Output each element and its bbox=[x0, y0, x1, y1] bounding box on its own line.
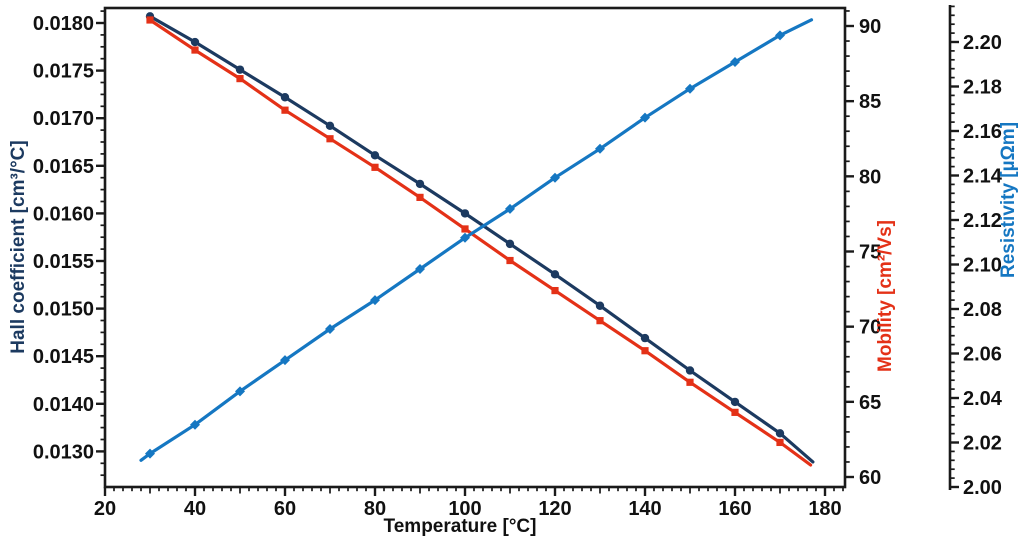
hall-axis-tick-label: 0.0150 bbox=[33, 299, 94, 321]
resistivity-axis-title: Resistivity [µΩm] bbox=[998, 121, 1019, 279]
mobility-axis-tick-label: 80 bbox=[859, 166, 881, 188]
mobility-axis-tick-label: 75 bbox=[859, 241, 881, 263]
hall-axis-tick-label: 0.0160 bbox=[33, 203, 94, 225]
series-marker-hall bbox=[550, 270, 560, 279]
series-marker-mobility bbox=[506, 256, 514, 265]
series-marker-hall bbox=[370, 151, 380, 160]
series-marker-resistivity bbox=[730, 57, 740, 68]
series-marker-mobility bbox=[776, 438, 784, 447]
series-marker-hall bbox=[505, 239, 515, 249]
series-marker-hall bbox=[640, 333, 650, 343]
mobility-axis-tick-label: 85 bbox=[859, 91, 881, 113]
series-marker-resistivity bbox=[325, 324, 335, 335]
series-marker-mobility bbox=[146, 16, 154, 24]
series-marker-hall bbox=[460, 209, 470, 218]
series-marker-mobility bbox=[416, 193, 424, 201]
series-marker-resistivity bbox=[685, 83, 695, 94]
hall-axis-tick-label: 0.0155 bbox=[33, 251, 94, 273]
x-axis-tick-label: 80 bbox=[364, 498, 386, 520]
mobility-axis-tick-label: 90 bbox=[859, 16, 881, 38]
x-axis-tick-label: 60 bbox=[274, 498, 296, 520]
x-axis-title: Temperature [°C] bbox=[383, 516, 537, 537]
resistivity-axis-tick-label: 2.02 bbox=[963, 433, 1002, 455]
series-marker-resistivity bbox=[460, 232, 470, 243]
hall-axis-tick-label: 0.0165 bbox=[33, 156, 94, 178]
hall-axis-tick-label: 0.0170 bbox=[33, 108, 94, 130]
plot-border bbox=[103, 6, 847, 489]
resistivity-axis-tick-label: 2.20 bbox=[963, 32, 1002, 54]
series-marker-mobility bbox=[641, 347, 649, 355]
series-marker-resistivity bbox=[505, 203, 515, 214]
series-line-hall bbox=[148, 14, 815, 464]
resistivity-axis-tick-label: 2.14 bbox=[963, 166, 1003, 188]
resistivity-axis-tick-label: 2.10 bbox=[963, 255, 1002, 277]
mobility-axis-tick-label: 65 bbox=[859, 392, 881, 414]
x-axis-tick-label: 40 bbox=[184, 498, 206, 520]
mobility-axis-tick-label: 70 bbox=[859, 317, 881, 339]
series-marker-resistivity bbox=[370, 295, 380, 306]
resistivity-axis-tick-label: 2.00 bbox=[963, 477, 1002, 499]
series-marker-resistivity bbox=[190, 419, 200, 430]
resistivity-axis-tick-label: 2.18 bbox=[963, 77, 1002, 99]
x-axis-tick-label: 160 bbox=[718, 498, 751, 520]
series-marker-resistivity bbox=[280, 355, 290, 366]
series-marker-mobility bbox=[326, 135, 334, 143]
series-marker-hall bbox=[280, 93, 290, 102]
mobility-axis-title: Mobility [cm²/Vs] bbox=[875, 219, 896, 373]
series-marker-resistivity bbox=[595, 143, 605, 154]
series-marker-hall bbox=[190, 37, 200, 47]
hall-axis-tick-label: 0.0175 bbox=[33, 61, 94, 83]
hall-axis-title: Hall coefficient [cm³/°C] bbox=[8, 140, 29, 354]
series-marker-mobility bbox=[281, 106, 289, 114]
series-marker-resistivity bbox=[640, 112, 650, 123]
series-marker-resistivity bbox=[145, 448, 155, 459]
series-marker-mobility bbox=[191, 46, 199, 54]
series-marker-hall bbox=[685, 366, 695, 375]
x-axis-tick-label: 180 bbox=[808, 498, 841, 520]
resistivity-axis-tick-label: 2.16 bbox=[963, 121, 1002, 143]
series-marker-mobility bbox=[686, 378, 694, 386]
series-marker-hall bbox=[325, 121, 335, 131]
series-marker-hall bbox=[775, 429, 785, 438]
resistivity-axis-tick-label: 2.04 bbox=[963, 388, 1003, 410]
series-marker-hall bbox=[415, 179, 425, 189]
resistivity-axis-tick-label: 2.08 bbox=[963, 299, 1002, 321]
x-axis-tick-label: 20 bbox=[94, 498, 116, 520]
series-marker-mobility bbox=[461, 225, 469, 233]
series-marker-resistivity bbox=[775, 30, 785, 41]
series-marker-resistivity bbox=[235, 386, 245, 397]
series-marker-hall bbox=[235, 65, 245, 74]
series-line-mobility bbox=[148, 18, 813, 467]
resistivity-axis-tick-label: 2.06 bbox=[963, 344, 1002, 366]
series-marker-mobility bbox=[371, 163, 379, 171]
series-marker-hall bbox=[595, 301, 605, 310]
x-axis-tick-label: 140 bbox=[628, 498, 661, 520]
series-marker-mobility bbox=[236, 75, 244, 83]
hall-axis-tick-label: 0.0180 bbox=[33, 13, 94, 35]
resistivity-axis-tick-label: 2.12 bbox=[963, 210, 1002, 232]
x-axis-tick-label: 100 bbox=[448, 498, 481, 520]
hall-axis-tick-label: 0.0145 bbox=[33, 346, 94, 368]
series-marker-hall bbox=[730, 397, 740, 407]
series-marker-mobility bbox=[731, 408, 739, 416]
series-marker-resistivity bbox=[550, 172, 560, 183]
hall-axis-tick-label: 0.0130 bbox=[33, 441, 94, 463]
series-marker-resistivity bbox=[415, 263, 425, 274]
series-marker-mobility bbox=[551, 286, 559, 295]
series-marker-mobility bbox=[596, 317, 604, 325]
hall-axis-tick-label: 0.0140 bbox=[33, 394, 94, 416]
mobility-axis-tick-label: 60 bbox=[859, 467, 881, 489]
x-axis-tick-label: 120 bbox=[538, 498, 571, 520]
